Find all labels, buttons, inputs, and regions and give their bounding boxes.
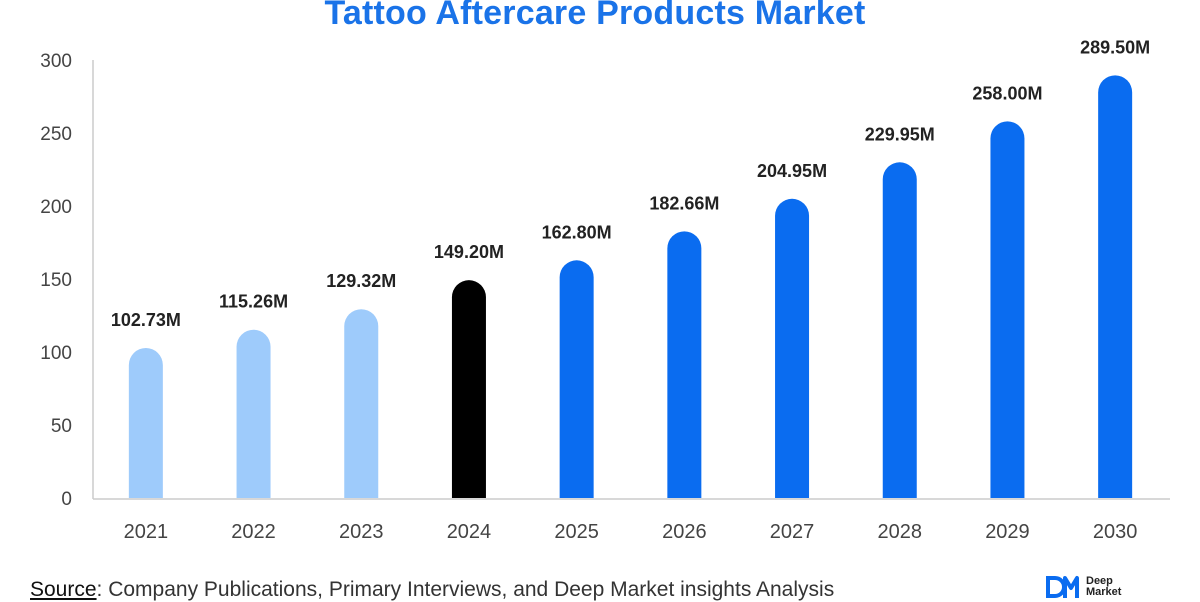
logo-text: Deep Market [1086, 576, 1121, 598]
logo-line-1: Deep [1086, 575, 1113, 587]
y-tick-label: 50 [51, 416, 72, 437]
source-text: : Company Publications, Primary Intervie… [96, 578, 835, 601]
chart-axes [92, 60, 1170, 500]
y-tick-label: 200 [40, 197, 72, 218]
data-label-2030: 289.50M [1080, 37, 1150, 57]
data-label-2025: 162.80M [542, 222, 612, 242]
chart-bars [128, 75, 1133, 498]
x-tick-label-2023: 2023 [339, 521, 384, 543]
bar-2024 [451, 280, 486, 498]
dm-mark [1046, 576, 1079, 598]
bar-2026 [667, 231, 702, 498]
bar-2025 [559, 260, 594, 498]
data-label-2024: 149.20M [434, 242, 504, 262]
x-tick-label-2030: 2030 [1093, 521, 1138, 543]
y-tick-label: 0 [61, 489, 72, 510]
bar-2023 [344, 309, 379, 498]
logo-line-2: Market [1086, 586, 1122, 598]
x-tick-label-2021: 2021 [124, 521, 169, 543]
data-label-2022: 115.26M [219, 292, 288, 312]
y-tick-label: 250 [40, 124, 72, 145]
x-tick-label-2028: 2028 [878, 521, 923, 543]
y-tick-label: 300 [40, 51, 72, 72]
x-tick-label-2025: 2025 [554, 521, 599, 543]
bar-2030 [1098, 75, 1133, 498]
company-logo: Deep Market [1046, 574, 1121, 600]
bar-2029 [990, 121, 1025, 498]
bar-2022 [236, 329, 271, 498]
dm-logo-icon [1046, 574, 1082, 600]
y-tick-label: 100 [40, 343, 72, 364]
data-label-2027: 204.95M [757, 161, 827, 181]
data-label-2026: 182.66M [649, 193, 719, 213]
y-axis-ticks: 0 50 100 150 200 250 300 [40, 51, 72, 510]
x-tick-label-2024: 2024 [447, 521, 492, 543]
x-axis-ticks: 2021 2022 2023 2024 2025 2026 2027 2028 2029 2030 [124, 521, 1138, 543]
data-label-2029: 258.00M [972, 83, 1042, 103]
bar-2021 [128, 348, 163, 498]
chart-title: Tattoo Aftercare Products Market [324, 0, 866, 32]
x-tick-label-2029: 2029 [985, 521, 1030, 543]
x-tick-label-2026: 2026 [662, 521, 707, 543]
x-tick-label-2027: 2027 [770, 521, 815, 543]
source-label: Source [30, 578, 97, 601]
data-label-2028: 229.95M [865, 124, 935, 144]
data-label-2021: 102.73M [111, 310, 181, 330]
bar-2027 [775, 198, 810, 498]
chart-data-labels: 102.73M 115.26M 129.32M 149.20M 162.80M 182.6… [111, 37, 1150, 330]
x-tick-label-2022: 2022 [231, 521, 276, 543]
bar-2028 [882, 162, 917, 498]
y-tick-label: 150 [40, 270, 72, 291]
data-label-2023: 129.32M [326, 271, 396, 291]
source-note: Source: Company Publications, Primary In… [30, 578, 834, 602]
